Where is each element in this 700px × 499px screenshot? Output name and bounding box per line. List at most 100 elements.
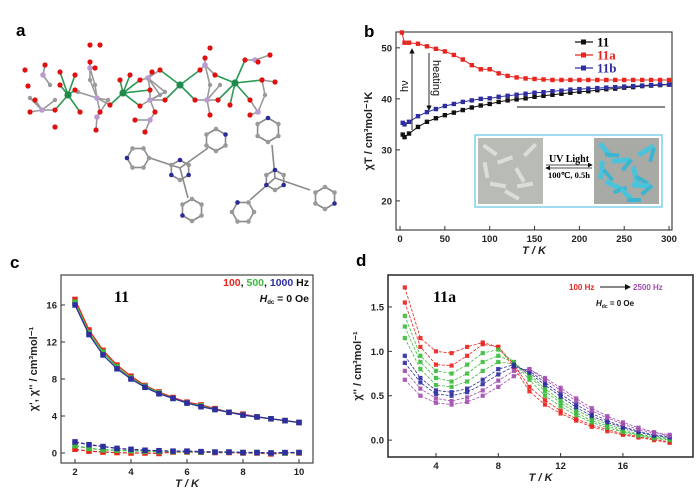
data-point-d-1 — [418, 344, 423, 350]
oxygen-atom — [147, 87, 153, 93]
data-point-d-2 — [542, 393, 548, 398]
oxygen-atom — [42, 62, 48, 68]
carbon-atom — [264, 172, 269, 178]
inset-heat-label: 100℃, 0.5h — [548, 170, 590, 180]
data-point-b-0 — [514, 97, 519, 102]
phosphorus-atom — [94, 95, 100, 101]
data-point-d-7 — [418, 386, 423, 391]
data-point-d-3 — [433, 375, 439, 381]
data-point-d-2 — [402, 313, 407, 318]
data-point-d-8 — [574, 396, 579, 401]
crystal-blue — [620, 158, 634, 172]
data-point-d-0 — [558, 411, 563, 416]
data-point-c-5 — [198, 448, 204, 455]
oxygen-atom — [162, 97, 168, 103]
data-point-d-8 — [620, 420, 626, 425]
phosphorus-atom — [255, 109, 261, 115]
data-point-b-2 — [586, 86, 591, 91]
oxygen-atom — [197, 67, 203, 73]
x-tick-label: 4 — [128, 467, 134, 478]
y-axis-label: χ', χ'' / cm³mol⁻¹ — [28, 326, 40, 411]
panel-label-a: a — [16, 21, 26, 40]
x-tick-label: 250 — [616, 234, 632, 245]
oxygen-atom — [272, 79, 278, 85]
data-point-b-1 — [415, 41, 421, 46]
y-tick-label: 0.0 — [371, 436, 384, 447]
data-point-b-2 — [639, 83, 645, 88]
crystal — [504, 189, 520, 201]
data-point-c-1 — [72, 299, 78, 305]
crystal — [482, 161, 490, 179]
oxygen-atom — [192, 97, 198, 103]
data-point-d-4 — [574, 407, 579, 413]
compound-label-c: 11 — [114, 289, 129, 306]
y-tick-label: 4 — [52, 412, 58, 423]
data-point-b-1 — [541, 77, 546, 82]
nitrogen-atom — [264, 182, 269, 188]
oxygen-atom — [207, 112, 213, 118]
freq-from-label: 100 Hz — [569, 283, 594, 292]
x-tick-label: 8 — [496, 461, 501, 472]
nitrogen-atom — [332, 201, 337, 206]
data-point-b-1 — [559, 77, 564, 83]
data-point-d-8 — [542, 375, 548, 381]
panel-label-d: d — [356, 251, 366, 270]
data-point-d-7 — [558, 388, 563, 393]
data-point-b-2 — [451, 101, 457, 107]
oxygen-atom — [77, 109, 83, 115]
data-point-b-1 — [666, 77, 672, 83]
carbon-atom — [169, 162, 174, 168]
crystal-structure-diagram — [22, 42, 337, 224]
data-point-c-1 — [100, 349, 106, 355]
data-point-d-4 — [558, 398, 563, 403]
data-point-b-0 — [442, 112, 448, 118]
data-point-c-3 — [86, 448, 92, 454]
x-tick-label: 200 — [571, 234, 587, 245]
oxygen-atom — [207, 45, 213, 51]
inset-photos: UV Light 100℃, 0.5h — [474, 134, 663, 208]
data-point-d-8 — [527, 367, 532, 372]
y-tick-label: 40 — [381, 94, 392, 105]
data-point-b-1 — [648, 77, 654, 83]
data-point-d-2 — [465, 362, 470, 367]
data-point-d-7 — [480, 388, 485, 393]
data-point-b-2 — [550, 88, 555, 94]
data-point-c-2 — [114, 366, 120, 372]
data-point-d-1 — [527, 384, 532, 389]
x-axis-label: T / K — [529, 472, 554, 484]
legend-label-11b: 11b — [597, 61, 617, 76]
data-point-d-3 — [418, 359, 423, 365]
data-point-c-2 — [296, 419, 302, 426]
carbon-atom — [92, 82, 98, 88]
data-point-b-0 — [559, 91, 564, 96]
data-point-b-1 — [399, 30, 405, 35]
data-point-d-0 — [465, 344, 470, 350]
carbon-atom — [213, 126, 219, 132]
data-point-d-5 — [574, 405, 579, 410]
legend-b: 11 11a 11b — [575, 35, 617, 76]
panel-label-c: c — [10, 253, 19, 272]
phosphorus-atom — [145, 75, 151, 81]
data-point-b-0 — [424, 119, 430, 125]
nitrogen-atom — [265, 115, 271, 121]
data-point-d-0 — [527, 389, 532, 394]
data-point-d-1 — [402, 300, 407, 305]
nitrogen-atom — [281, 182, 286, 188]
oxygen-atom — [52, 124, 58, 130]
x-tick-label: 100 — [482, 234, 498, 245]
data-point-d-7 — [465, 395, 470, 400]
oxygen-atom — [247, 112, 253, 118]
data-point-b-1 — [523, 76, 528, 81]
data-point-d-6 — [589, 411, 594, 416]
data-point-c-2 — [156, 391, 162, 397]
data-point-b-1 — [460, 57, 466, 62]
data-point-b-1 — [532, 76, 537, 82]
data-point-b-1 — [514, 75, 519, 80]
data-point-d-8 — [433, 400, 439, 405]
crystal-blue — [611, 157, 631, 164]
crystal-blue — [631, 182, 651, 189]
crystal-blue — [627, 198, 641, 202]
data-point-b-1 — [586, 77, 591, 83]
data-point-d-1 — [496, 344, 501, 350]
data-point-b-2 — [523, 91, 528, 96]
